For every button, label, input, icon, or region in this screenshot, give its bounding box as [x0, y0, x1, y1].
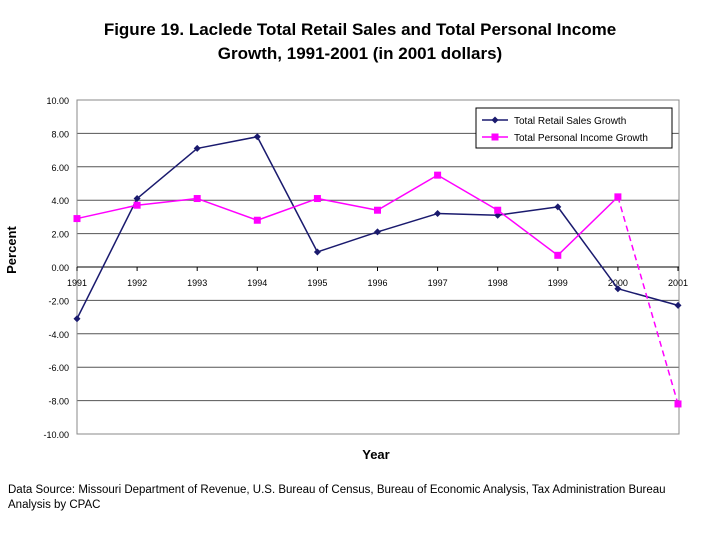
legend-label: Total Personal Income Growth [514, 133, 648, 144]
legend: Total Retail Sales Growth Total Personal … [475, 107, 673, 149]
x-tick-label: 1995 [307, 278, 327, 288]
y-tick-label: -6.00 [48, 363, 69, 373]
series-line-segment [257, 197, 318, 221]
series-2 [73, 171, 682, 408]
data-source-line-2: Analysis by CPAC [8, 499, 101, 511]
data-point [674, 400, 682, 408]
data-point [253, 216, 261, 224]
data-point [253, 133, 261, 141]
y-tick-label: 2.00 [51, 230, 69, 240]
legend-marker [491, 116, 499, 124]
data-point [494, 206, 502, 214]
series-line-segment [617, 196, 679, 405]
series-line-segment [617, 287, 679, 307]
data-point [614, 285, 622, 293]
data-point [554, 203, 562, 211]
data-point [374, 206, 381, 214]
series-line-segment [76, 204, 138, 220]
y-tick-label: 0.00 [51, 263, 69, 273]
x-tick-label: 1997 [428, 278, 448, 288]
series-line-segment [196, 197, 258, 221]
legend-item: Total Retail Sales Growth [482, 116, 626, 127]
series-line-segment [557, 196, 619, 256]
data-point [133, 201, 141, 209]
series-line-segment [317, 197, 378, 211]
y-tick-label: -2.00 [48, 296, 69, 306]
y-axis-label: Percent [4, 226, 19, 274]
legend-item: Total Personal Income Growth [482, 133, 648, 144]
y-tick-label: 4.00 [51, 196, 69, 206]
series-line-segment [497, 206, 558, 216]
series-line-segment [136, 147, 198, 200]
data-point [674, 301, 682, 309]
data-point [434, 210, 442, 218]
y-tick-label: 10.00 [46, 96, 69, 106]
data-series [73, 133, 682, 408]
x-axis-label: Year [362, 447, 390, 462]
y-tick-label: 6.00 [51, 163, 69, 173]
x-tick-label: 1991 [67, 278, 87, 288]
series-1 [73, 133, 682, 323]
data-point [73, 215, 81, 223]
x-tick-label: 1993 [187, 278, 207, 288]
series-line-segment [317, 231, 378, 253]
data-source-note: Data Source: Missouri Department of Reve… [8, 483, 698, 513]
data-point [73, 315, 81, 323]
data-point [614, 193, 622, 201]
x-tick-label: 2000 [608, 278, 628, 288]
series-line-segment [557, 206, 619, 290]
legend-box [475, 107, 673, 149]
series-line-segment [437, 212, 498, 216]
data-point [313, 195, 321, 203]
series-line-segment [437, 174, 499, 211]
data-point [554, 251, 562, 259]
data-point [374, 228, 381, 236]
x-axis-tick-labels: 1991 1992 1993 1994 1995 1996 1997 1998 1999 2000… [67, 267, 688, 288]
x-tick-label: 2001 [668, 278, 688, 288]
x-tick-label: 1994 [247, 278, 267, 288]
y-tick-label: -8.00 [48, 397, 69, 407]
legend-label: Total Retail Sales Growth [514, 116, 626, 127]
data-point [193, 195, 201, 203]
y-tick-label: 8.00 [51, 129, 69, 139]
x-tick-label: 1996 [367, 278, 387, 288]
series-line-segment [497, 209, 559, 256]
data-point [313, 248, 321, 256]
chart-title-line-2: Growth, 1991-2001 (in 2001 dollars) [217, 44, 503, 63]
chart-title-line-1: Figure 19. Laclede Total Retail Sales an… [103, 20, 617, 39]
legend-marker [491, 133, 499, 141]
data-point [434, 171, 442, 179]
series-line-segment [377, 174, 438, 211]
y-tick-label: -10.00 [43, 430, 69, 440]
series-line-segment [197, 136, 258, 150]
data-point [193, 144, 201, 152]
x-tick-label: 1999 [548, 278, 568, 288]
x-tick-label: 1998 [488, 278, 508, 288]
series-line-segment [137, 197, 198, 206]
x-tick-label: 1992 [127, 278, 147, 288]
y-tick-label: -4.00 [48, 330, 69, 340]
y-axis-tick-labels: 10.00 8.00 6.00 4.00 2.00 0.00 -2.00 -4.00 -6.00… [43, 96, 69, 440]
data-point [133, 195, 141, 203]
series-line-segment [256, 136, 319, 253]
series-line-segment [377, 212, 438, 233]
series-line-segment [76, 198, 138, 320]
chart-title: Figure 19. Laclede Total Retail Sales an… [0, 18, 720, 66]
data-source-line-1: Data Source: Missouri Department of Reve… [8, 484, 666, 496]
